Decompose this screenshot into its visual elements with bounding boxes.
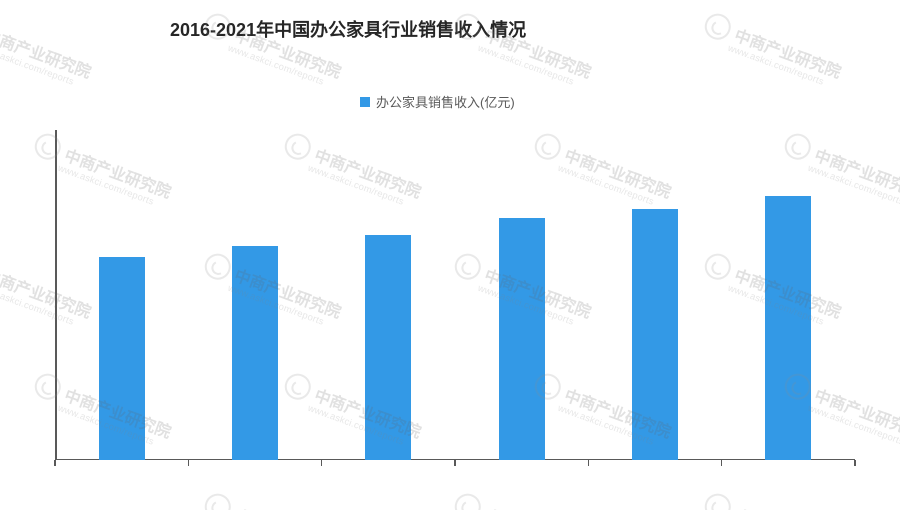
watermark-text: 中商产业研究院	[732, 502, 845, 510]
watermark-url: www.askci.com/reports	[726, 43, 837, 92]
chart-legend: 办公家具销售收入(亿元)	[360, 92, 515, 111]
chart-title: 2016-2021年中国办公家具行业销售收入情况	[170, 16, 526, 42]
legend-swatch	[360, 97, 370, 107]
watermark: 中商产业研究院www.askci.com/reports	[198, 490, 345, 510]
watermark: 中商产业研究院www.askci.com/reports	[0, 490, 95, 510]
watermark-url: www.askci.com/reports	[226, 43, 337, 92]
x-tick	[588, 460, 590, 466]
x-tick	[321, 460, 323, 466]
x-tick	[854, 460, 856, 466]
watermark: 中商产业研究院www.askci.com/reports	[698, 490, 845, 510]
watermark: 中商产业研究院www.askci.com/reports	[448, 490, 595, 510]
watermark-text: 中商产业研究院	[0, 22, 95, 83]
watermark-url: www.askci.com/reports	[0, 43, 87, 92]
watermark-text: 中商产业研究院	[482, 502, 595, 510]
watermark-url: www.askci.com/reports	[476, 43, 587, 92]
x-tick	[721, 460, 723, 466]
plot-area	[55, 130, 855, 460]
watermark: 中商产业研究院www.askci.com/reports	[698, 10, 845, 92]
watermark-logo-icon	[451, 490, 484, 510]
legend-label: 办公家具销售收入(亿元)	[376, 92, 515, 111]
x-tick	[188, 460, 190, 466]
watermark-logo-icon	[701, 490, 734, 510]
watermark-text: 中商产业研究院	[0, 502, 95, 510]
watermark: 中商产业研究院www.askci.com/reports	[0, 10, 95, 92]
watermark-text: 中商产业研究院	[732, 22, 845, 83]
watermark-logo-icon	[701, 10, 734, 43]
watermark-text: 中商产业研究院	[232, 502, 345, 510]
watermark-logo-icon	[201, 490, 234, 510]
x-tick	[454, 460, 456, 466]
x-ticks-group	[55, 130, 855, 460]
x-tick	[54, 460, 56, 466]
